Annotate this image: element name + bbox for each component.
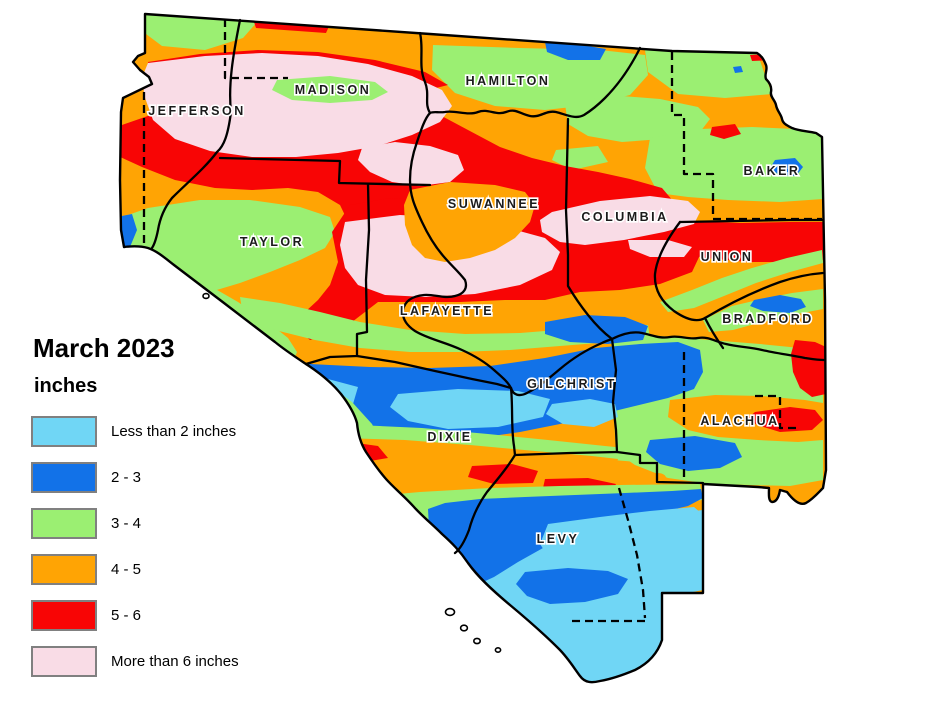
fill-red-alachua — [748, 407, 823, 432]
fill-red-dixie-2 — [468, 464, 538, 484]
district-outline — [118, 12, 828, 684]
fill-green-band-lafayette — [240, 297, 650, 352]
legend-row: 3 - 4 — [31, 508, 239, 539]
fill-ltblue-gilchrist — [546, 399, 618, 427]
boundary-taylor-east — [304, 182, 371, 366]
fill-green-union-s — [660, 250, 823, 312]
island-icon — [444, 607, 456, 617]
legend-label: 4 - 5 — [111, 561, 142, 578]
legend-swatch-from_2_to_3 — [31, 462, 97, 493]
island-icon — [459, 624, 469, 632]
dash-levy-slant — [617, 487, 647, 619]
fill-green-baker-top — [645, 50, 772, 98]
fill-pink-columbia-lobe — [628, 240, 692, 257]
county-label-columbia: COLUMBIA — [581, 210, 668, 224]
fill-blue-jefferson-edge — [120, 214, 137, 247]
dash-jefferson-staircase — [223, 19, 288, 80]
dash-alachua-northeast — [755, 394, 801, 430]
boundary-gilchrist-west-river — [453, 386, 517, 555]
fill-green-baker-main — [645, 127, 823, 202]
fill-ltblue-dixie-n — [390, 389, 550, 429]
boundary-columbia-suwannee — [564, 117, 614, 341]
legend-row: 5 - 6 — [31, 600, 239, 631]
legend-row: 4 - 5 — [31, 554, 239, 585]
legend-row: Less than 2 inches — [31, 416, 239, 447]
boundary-gilchrist-south — [513, 450, 619, 457]
legend: Less than 2 inches 2 - 3 3 - 4 4 - 5 5 - 6 Mo… — [31, 416, 239, 677]
legend-row: 2 - 3 — [31, 462, 239, 493]
boundary-union-bradford — [703, 271, 825, 320]
boundary-dixie-north — [355, 354, 513, 390]
county-label-bradford: BRADFORD — [722, 312, 814, 326]
dash-baker-west — [670, 52, 715, 219]
coastal-islands — [202, 292, 502, 653]
fill-orange-suwannee-core — [404, 182, 535, 262]
fill-green-madison-lens — [272, 76, 388, 103]
island-icon — [494, 646, 502, 653]
boundary-aucilla-river — [150, 18, 242, 250]
county-label-hamilton: HAMILTON — [466, 74, 551, 88]
legend-row: More than 6 inches — [31, 646, 239, 677]
boundary-union-west — [653, 220, 707, 322]
legend-label: 3 - 4 — [111, 515, 142, 532]
boundary-levy-alachua — [615, 450, 705, 485]
boundary-bradford-west — [703, 316, 725, 350]
legend-swatch-from_5_to_6 — [31, 600, 97, 631]
fill-red-baker-spot — [710, 124, 741, 139]
fill-blue-bradford — [750, 295, 806, 313]
map-title: March 2023 — [33, 333, 175, 363]
fill-pink-jefferson-madison — [143, 53, 452, 157]
fill-blue-levy-streak — [516, 568, 628, 604]
boundary-santa-fe-river — [610, 331, 826, 362]
county-label-lafayette: LAFAYETTE — [400, 304, 494, 318]
county-label-dixie: DIXIE — [427, 430, 472, 444]
fill-blue-baker-dot — [733, 66, 743, 73]
boundary-madison-south — [218, 156, 432, 187]
county-label-union: UNION — [701, 250, 754, 264]
legend-units-label: inches — [34, 375, 98, 397]
county-label-madison: MADISON — [295, 83, 372, 97]
county-boundaries — [150, 18, 826, 555]
county-label-gilchrist: GILCHRIST — [527, 377, 617, 391]
legend-swatch-more_than_6 — [31, 646, 97, 677]
fill-red-bradford-edge — [791, 340, 826, 397]
legend-label: 5 - 6 — [111, 607, 142, 624]
fill-pink-columbia — [540, 196, 700, 245]
legend-label: Less than 2 inches — [111, 423, 237, 440]
county-labels: JEFFERSON MADISON HAMILTON BAKER SUWANNEE COL… — [147, 72, 814, 547]
county-label-alachua: ALACHUA — [700, 414, 779, 428]
legend-swatch-from_3_to_4 — [31, 508, 97, 539]
legend-swatch-from_4_to_5 — [31, 554, 97, 585]
boundary-withlacoochee-river — [418, 31, 432, 115]
county-label-levy: LEVY — [537, 532, 580, 546]
dashed-boundaries — [142, 19, 822, 623]
fill-green-topleft — [138, 14, 258, 50]
county-label-baker: BAKER — [744, 164, 801, 178]
county-label-jefferson: JEFFERSON — [148, 104, 246, 118]
fill-green-hamilton — [432, 45, 648, 110]
legend-label: 2 - 3 — [111, 469, 142, 486]
fill-ltblue-lafayette-w — [275, 379, 358, 414]
county-label-suwannee: SUWANNEE — [448, 197, 540, 211]
county-label-taylor: TAYLOR — [240, 235, 304, 249]
boundary-gilchrist-alachua — [610, 337, 619, 454]
fill-green-columbia-n — [565, 95, 710, 142]
legend-label: More than 6 inches — [111, 653, 239, 670]
island-icon — [472, 637, 481, 645]
fill-blue-tongue-columbia — [545, 315, 648, 344]
legend-swatch-less_than_2 — [31, 416, 97, 447]
fill-blue-baker-blob — [770, 158, 803, 176]
fill-blue-alachua-w — [646, 436, 742, 471]
fill-blue-hamilton-top — [545, 42, 606, 60]
island-icon — [202, 292, 210, 300]
